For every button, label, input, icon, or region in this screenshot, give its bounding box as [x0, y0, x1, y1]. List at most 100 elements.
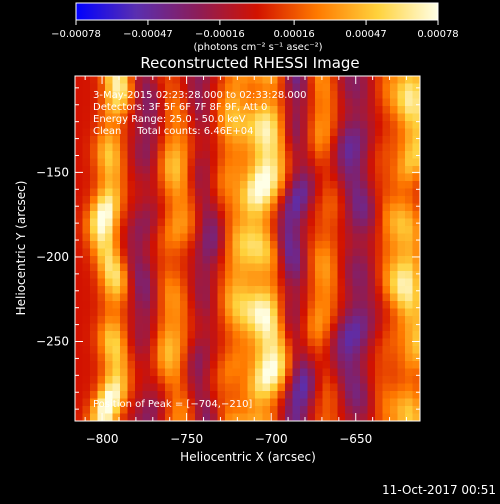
heatmap-cell — [382, 293, 391, 302]
heatmap-cell — [90, 346, 99, 355]
heatmap-cell — [382, 361, 391, 370]
heatmap-cell — [397, 278, 406, 287]
heatmap-cell — [270, 136, 279, 145]
heatmap-cell — [330, 113, 339, 122]
heatmap-cell — [307, 173, 316, 182]
heatmap-cell — [367, 76, 376, 85]
heatmap-cell — [375, 413, 384, 421]
heatmap-cell — [225, 98, 234, 107]
heatmap-cell — [127, 338, 136, 347]
heatmap-cell — [135, 398, 144, 407]
heatmap-cell — [150, 293, 159, 302]
heatmap-cell — [142, 248, 151, 257]
heatmap-cell — [262, 293, 271, 302]
heatmap-cell — [337, 226, 346, 235]
heatmap-cell — [337, 376, 346, 385]
heatmap-cell — [135, 113, 144, 122]
heatmap-cell — [232, 308, 241, 317]
heatmap-cell — [157, 136, 166, 145]
heatmap-cell — [307, 256, 316, 265]
heatmap-cell — [157, 391, 166, 400]
heatmap-cell — [337, 98, 346, 107]
heatmap-cell — [112, 188, 121, 197]
heatmap-image — [75, 76, 420, 421]
heatmap-cell — [142, 173, 151, 182]
heatmap-cell — [345, 233, 354, 242]
heatmap-cell — [135, 91, 144, 100]
heatmap-cell — [195, 308, 204, 317]
heatmap-cell — [127, 166, 136, 175]
heatmap-cell — [112, 248, 121, 257]
heatmap-cell — [165, 173, 174, 182]
heatmap-cell — [330, 316, 339, 325]
heatmap-cell — [360, 113, 369, 122]
heatmap-cell — [330, 406, 339, 415]
heatmap-cell — [352, 413, 361, 421]
heatmap-cell — [352, 383, 361, 392]
heatmap-cell — [405, 143, 414, 152]
heatmap-cell — [232, 256, 241, 265]
heatmap-cell — [262, 113, 271, 122]
heatmap-cell — [300, 293, 309, 302]
heatmap-cell — [322, 406, 331, 415]
heatmap-cell — [285, 98, 294, 107]
heatmap-cell — [217, 293, 226, 302]
heatmap-cell — [195, 271, 204, 280]
heatmap-cell — [300, 173, 309, 182]
heatmap-cell — [247, 346, 256, 355]
heatmap-cell — [150, 346, 159, 355]
heatmap-cell — [202, 83, 211, 92]
heatmap-cell — [412, 188, 420, 197]
heatmap-cell — [240, 271, 249, 280]
heatmap-cell — [120, 293, 129, 302]
heatmap-cell — [337, 413, 346, 421]
heatmap-cell — [90, 256, 99, 265]
heatmap-cell — [75, 181, 84, 190]
heatmap-cell — [225, 368, 234, 377]
heatmap-cell — [382, 338, 391, 347]
heatmap-cell — [322, 136, 331, 145]
heatmap-cell — [360, 233, 369, 242]
detectors-text: Detectors: 3F 5F 6F 7F 8F 9F, Att 0 — [93, 102, 267, 113]
heatmap-cell — [90, 248, 99, 257]
heatmap-cell — [165, 248, 174, 257]
heatmap-cell — [90, 211, 99, 220]
heatmap-cell — [217, 368, 226, 377]
heatmap-cell — [330, 143, 339, 152]
heatmap-cell — [262, 128, 271, 137]
heatmap-cell — [187, 128, 196, 137]
heatmap-cell — [345, 368, 354, 377]
heatmap-cell — [322, 121, 331, 130]
heatmap-cell — [337, 196, 346, 205]
heatmap-cell — [165, 271, 174, 280]
heatmap-cell — [135, 301, 144, 310]
heatmap-cell — [195, 413, 204, 421]
heatmap-cell — [150, 286, 159, 295]
heatmap-cell — [307, 203, 316, 212]
heatmap-cell — [202, 278, 211, 287]
heatmap-cell — [82, 173, 91, 182]
heatmap-cell — [127, 211, 136, 220]
heatmap-cell — [262, 256, 271, 265]
heatmap-cell — [165, 361, 174, 370]
heatmap-cell — [352, 338, 361, 347]
heatmap-cell — [292, 173, 301, 182]
heatmap-cell — [315, 361, 324, 370]
heatmap-cell — [315, 151, 324, 160]
heatmap-cell — [187, 383, 196, 392]
heatmap-cell — [142, 151, 151, 160]
heatmap-cell — [307, 218, 316, 227]
heatmap-cell — [367, 136, 376, 145]
heatmap-cell — [150, 256, 159, 265]
heatmap-cell — [97, 346, 106, 355]
heatmap-cell — [285, 346, 294, 355]
heatmap-cell — [172, 166, 181, 175]
heatmap-cell — [352, 128, 361, 137]
heatmap-cell — [195, 263, 204, 272]
heatmap-cell — [180, 188, 189, 197]
heatmap-cell — [262, 361, 271, 370]
heatmap-cell — [187, 241, 196, 250]
heatmap-cell — [270, 196, 279, 205]
heatmap-cell — [187, 218, 196, 227]
heatmap-cell — [360, 151, 369, 160]
